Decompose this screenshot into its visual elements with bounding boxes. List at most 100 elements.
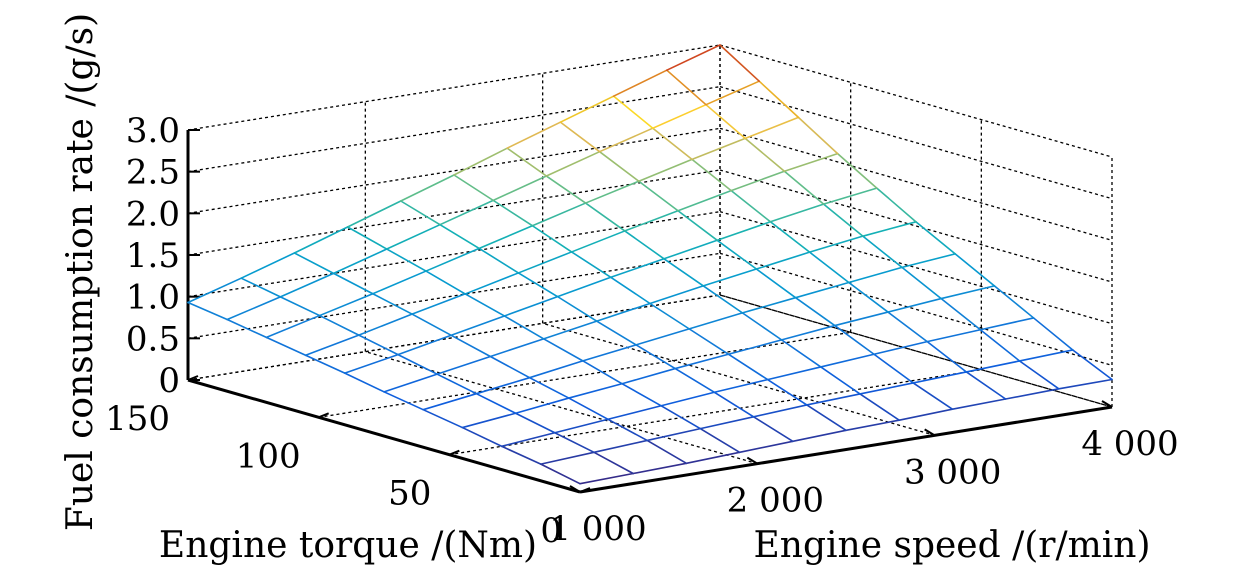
surface-mesh-edge [705, 80, 761, 106]
surface-mesh-edge [663, 239, 719, 260]
side-wall-gridline [719, 127, 1113, 241]
surface-mesh-edge [805, 404, 847, 432]
surface-mesh-edge [531, 224, 573, 253]
surface-mesh-edge [677, 189, 733, 212]
surface-mesh-edge [663, 257, 705, 287]
surface-mesh-edge [887, 297, 943, 313]
surface-mesh-edge [517, 272, 559, 298]
surface-mesh-edge [859, 382, 915, 395]
surface-mesh-edge [500, 445, 542, 465]
surface-mesh-edge [719, 44, 761, 82]
surface-mesh-edge [940, 297, 982, 331]
surface-mesh-edge [607, 418, 649, 442]
surface-mesh-edge [240, 252, 296, 279]
x-axis-tick [746, 456, 758, 465]
surface-mesh-edge [637, 180, 679, 212]
surface-mesh-edge [621, 382, 663, 407]
surface-mesh-edge [646, 427, 702, 442]
surface-mesh-edge [279, 296, 321, 317]
surface-mesh-edge [581, 360, 623, 385]
surface-mesh-edge [635, 328, 691, 346]
z-tick-label: 0 [158, 361, 180, 401]
y-axis-line [187, 378, 581, 494]
surface-mesh-edge [422, 408, 464, 429]
surface-mesh-edge [716, 239, 758, 270]
surface-mesh-edge [598, 150, 640, 183]
surface-mesh-edge [805, 393, 861, 406]
surface-mesh-edge [702, 268, 758, 287]
surface-mesh-edge [609, 276, 651, 305]
floor-gridline [318, 331, 851, 418]
surface-mesh-edge [887, 311, 929, 343]
surface-mesh-edge [847, 281, 889, 313]
x-axis-line [579, 405, 1113, 494]
surface-mesh-edge [752, 404, 808, 418]
surface-mesh-edge [593, 439, 649, 454]
surface-mesh-edge [875, 187, 917, 223]
surface-mesh-edge [1072, 349, 1113, 381]
surface-mesh-edge [965, 371, 1007, 400]
axis-layer [186, 129, 1113, 494]
surface-mesh-edge [979, 317, 1035, 331]
surface-mesh-edge [819, 366, 861, 395]
surface-mesh-edge [542, 320, 598, 340]
y-tick-label: 150 [105, 399, 170, 439]
surface-mesh-edge [489, 355, 531, 379]
surface-mesh-edge [293, 252, 335, 275]
surface-mesh-edge [649, 285, 705, 305]
surface-mesh-edge [343, 372, 385, 393]
surface-mesh-edge [859, 393, 901, 421]
floor-gridline [542, 322, 935, 436]
surface-mesh-edge [332, 248, 388, 275]
surface-mesh-edge [741, 312, 783, 341]
surface-mesh-edge [385, 223, 441, 250]
x-axis-tick [1101, 400, 1113, 408]
surface-mesh-edge [553, 431, 595, 454]
surface-mesh-edge [861, 235, 903, 269]
surface-mesh-edge [677, 209, 719, 242]
surface-mesh-edge [794, 296, 836, 327]
side-wall-gridline [719, 252, 1113, 366]
surface-mesh-edge [240, 277, 282, 298]
surface-mesh-edge [665, 44, 721, 71]
surface-mesh-edge [539, 451, 595, 465]
surface-mesh-edge [912, 371, 968, 384]
surface-mesh-edge [346, 200, 402, 228]
z-axis-title: Fuel consumption rate /(g/s) [60, 13, 101, 531]
surface-mesh-edge [819, 353, 875, 368]
y-tick-label: 100 [236, 436, 301, 476]
surface-mesh-edge [783, 152, 839, 173]
surface-mesh-edge [713, 378, 769, 394]
surface-mesh-edge [453, 147, 509, 176]
surface-mesh-edge [783, 170, 825, 205]
surface-mesh-edge [422, 392, 478, 411]
surface-mesh-edge [691, 137, 747, 161]
surface-mesh-edge [318, 292, 374, 317]
surface-mesh-edge [385, 248, 427, 272]
surface-mesh-edge [845, 419, 901, 432]
surface-mesh-edge [612, 69, 668, 97]
surface-mesh-edge [411, 313, 453, 337]
surface-mesh-edge [593, 451, 635, 475]
surface-mesh-edge [705, 103, 747, 140]
surface-mesh-edge [503, 315, 545, 340]
surface-mesh-edge [293, 226, 349, 254]
surface-mesh-edge [450, 315, 506, 337]
surface-mesh-edge [926, 328, 982, 343]
surface-mesh-edge [226, 296, 282, 321]
surface-mesh-edge [665, 69, 707, 106]
surface-mesh-edge [492, 199, 534, 227]
surface-mesh-edge [993, 285, 1035, 319]
surface-mesh-edge [553, 418, 609, 434]
surface-mesh-edge [439, 223, 481, 250]
surface-mesh-edge [584, 202, 626, 232]
surface-mesh-edge [716, 221, 772, 242]
surface-mesh-edge [901, 253, 957, 269]
surface-mesh-edge [741, 296, 797, 314]
surface-mesh-edge [559, 95, 615, 123]
surface-mesh-edge [702, 285, 744, 314]
surface-mesh-edge [898, 408, 954, 421]
surface-mesh-edge [836, 152, 878, 189]
surface-mesh-edge [951, 398, 1007, 410]
surface-mesh-edge [727, 339, 783, 356]
